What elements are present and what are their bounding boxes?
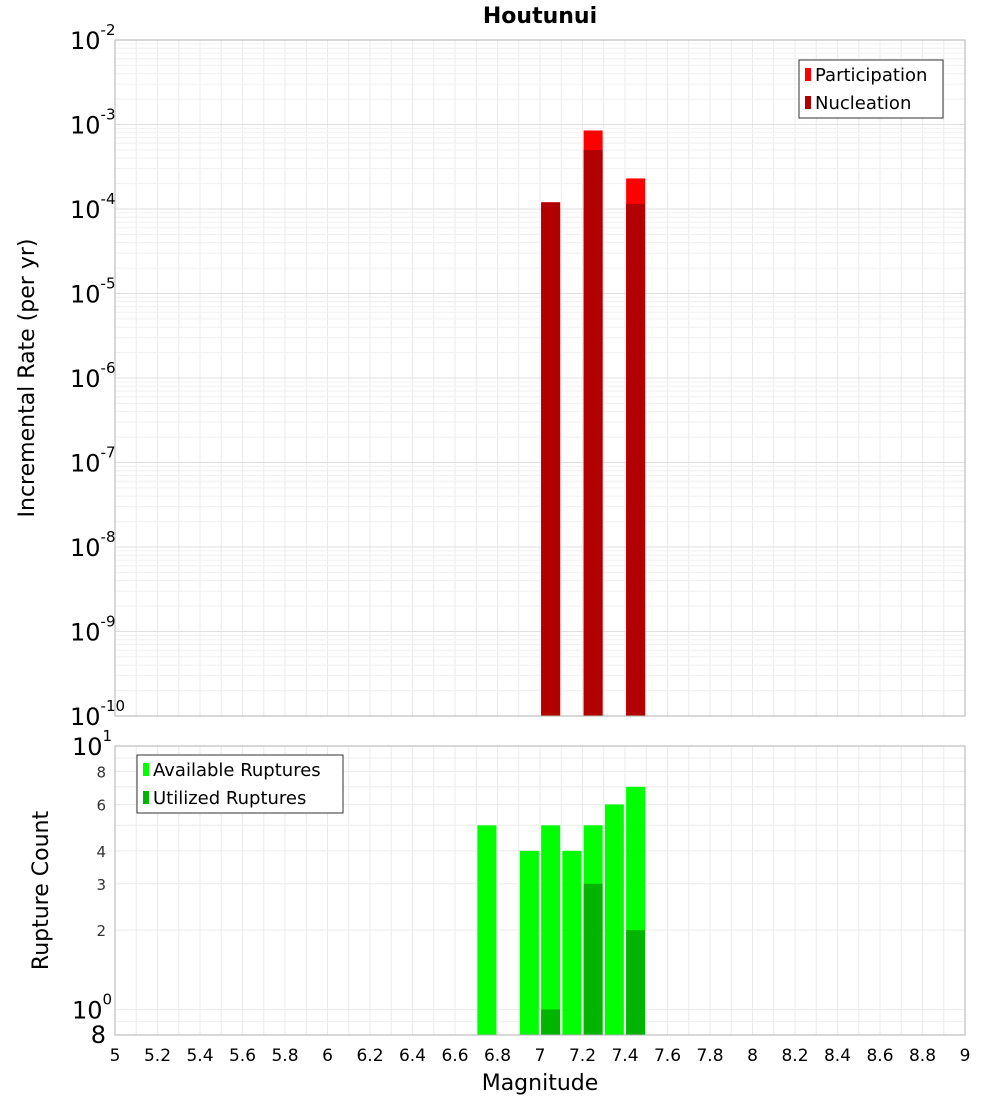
x-tick-label: 5.2 xyxy=(144,1046,171,1066)
tick-exponent: -10 xyxy=(101,697,126,715)
tick-base: 10 xyxy=(72,996,103,1024)
bottom-legend: Available Ruptures Utilized Ruptures xyxy=(136,754,344,814)
nucleation-bar xyxy=(583,149,603,717)
x-tick-label: 6 xyxy=(322,1046,333,1066)
tick-base: 10 xyxy=(70,619,101,647)
x-tick-label: 8.6 xyxy=(866,1046,893,1066)
x-tick-label: 9 xyxy=(960,1046,971,1066)
utilized-ruptures-bar xyxy=(541,1009,561,1035)
x-tick-label: 7.4 xyxy=(611,1046,638,1066)
top-legend-swatch xyxy=(805,68,811,81)
tick-base: 10 xyxy=(70,365,101,393)
top-y-tick-label: 10-4 xyxy=(70,190,116,224)
tick-base: 10 xyxy=(70,450,101,478)
bottom-legend-label: Available Ruptures xyxy=(153,760,321,781)
bottom-y-axis-label: Rupture Count xyxy=(29,811,54,971)
bottom-legend-label: Utilized Ruptures xyxy=(153,788,306,809)
bottom-legend-swatch xyxy=(143,791,149,804)
bottom-legend-swatch xyxy=(143,763,149,776)
tick-exponent: -9 xyxy=(101,613,116,631)
top-y-tick-label: 10-2 xyxy=(70,21,116,55)
bottom-y-tick-label: 100 xyxy=(72,990,112,1024)
bottom-bars xyxy=(477,786,646,1035)
x-tick-label: 8 xyxy=(747,1046,758,1066)
tick-base: 10 xyxy=(70,534,101,562)
tick-exponent: -5 xyxy=(101,275,116,293)
x-tick-label: 5.6 xyxy=(229,1046,256,1066)
utilized-ruptures-bar xyxy=(626,930,646,1035)
tick-base: 10 xyxy=(70,27,101,55)
bottom-y-minor-tick-label: 6 xyxy=(96,796,106,814)
tick-exponent: -4 xyxy=(101,190,116,208)
top-legend-box xyxy=(798,59,944,119)
top-y-tick-label: 10-3 xyxy=(70,106,116,140)
bottom-y-minor-tick-label: 4 xyxy=(96,843,106,861)
top-legend-swatch xyxy=(805,96,811,109)
tick-exponent: 0 xyxy=(103,990,113,1008)
bottom-y-min-label: 8 xyxy=(91,1021,106,1049)
top-plot-border xyxy=(114,39,966,717)
bottom-y-tick-label: 101 xyxy=(72,727,112,761)
x-tick-label: 8.2 xyxy=(781,1046,808,1066)
tick-base: 10 xyxy=(70,112,101,140)
x-tick-label: 8.8 xyxy=(909,1046,936,1066)
x-tick-labels: 5 5.2 5.4 5.6 5.8 6 6.2 6.4 6.6 6.8 7 7.2 7.4 7.6 7.8 8… xyxy=(110,1046,971,1066)
top-y-tick-label: 10-5 xyxy=(70,275,116,309)
top-legend-label: Nucleation xyxy=(815,93,911,114)
x-tick-label: 6.2 xyxy=(356,1046,383,1066)
available-ruptures-bar xyxy=(562,850,582,1035)
tick-base: 10 xyxy=(70,196,101,224)
nucleation-bar xyxy=(541,202,561,716)
top-y-tick-label: 10-8 xyxy=(70,528,116,562)
x-tick-label: 5 xyxy=(110,1046,121,1066)
x-tick-label: 7.6 xyxy=(654,1046,681,1066)
top-chart-panel: 10-210-310-410-510-610-710-810-910-10 Ho… xyxy=(15,4,966,731)
x-tick-label: 5.8 xyxy=(271,1046,298,1066)
tick-exponent: -7 xyxy=(101,444,116,462)
bottom-plot-border xyxy=(114,745,966,1036)
top-legend: Participation Nucleation xyxy=(798,59,944,119)
top-gridlines xyxy=(115,40,965,717)
tick-base: 10 xyxy=(70,281,101,309)
x-tick-label: 7.2 xyxy=(569,1046,596,1066)
x-tick-label: 5.4 xyxy=(186,1046,213,1066)
utilized-ruptures-bar xyxy=(583,883,603,1035)
tick-exponent: -6 xyxy=(101,359,116,377)
tick-base: 10 xyxy=(72,733,103,761)
tick-exponent: -8 xyxy=(101,528,116,546)
x-tick-label: 7.8 xyxy=(696,1046,723,1066)
x-tick-label: 6.4 xyxy=(399,1046,426,1066)
chart-title: Houtunui xyxy=(483,4,597,29)
tick-exponent: -3 xyxy=(101,106,116,124)
top-y-tick-labels: 10-210-310-410-510-610-710-810-910-10 xyxy=(70,21,125,731)
x-tick-label: 6.8 xyxy=(484,1046,511,1066)
top-y-axis-label: Incremental Rate (per yr) xyxy=(15,239,40,518)
top-y-tick-label: 10-9 xyxy=(70,613,116,647)
tick-exponent: 1 xyxy=(103,727,113,745)
available-ruptures-bar xyxy=(604,804,624,1035)
x-tick-label: 7 xyxy=(535,1046,546,1066)
bottom-y-minor-tick-label: 2 xyxy=(96,922,106,940)
bottom-legend-box xyxy=(136,754,344,814)
available-ruptures-bar xyxy=(477,825,497,1035)
tick-base: 10 xyxy=(70,703,101,731)
top-y-tick-label: 10-6 xyxy=(70,359,116,393)
top-bars xyxy=(541,130,646,717)
x-tick-label: 8.4 xyxy=(824,1046,851,1066)
available-ruptures-bar xyxy=(519,850,539,1035)
bottom-y-minor-tick-label: 8 xyxy=(96,764,106,782)
tick-exponent: -2 xyxy=(101,21,116,39)
top-y-tick-label: 10-10 xyxy=(70,697,125,731)
nucleation-bar xyxy=(626,203,646,716)
top-y-tick-label: 10-7 xyxy=(70,444,116,478)
top-legend-label: Participation xyxy=(815,65,927,86)
x-axis-label: Magnitude xyxy=(482,1071,599,1096)
x-tick-label: 6.6 xyxy=(441,1046,468,1066)
bottom-y-minor-tick-label: 3 xyxy=(96,876,106,894)
available-ruptures-bar xyxy=(541,825,561,1035)
